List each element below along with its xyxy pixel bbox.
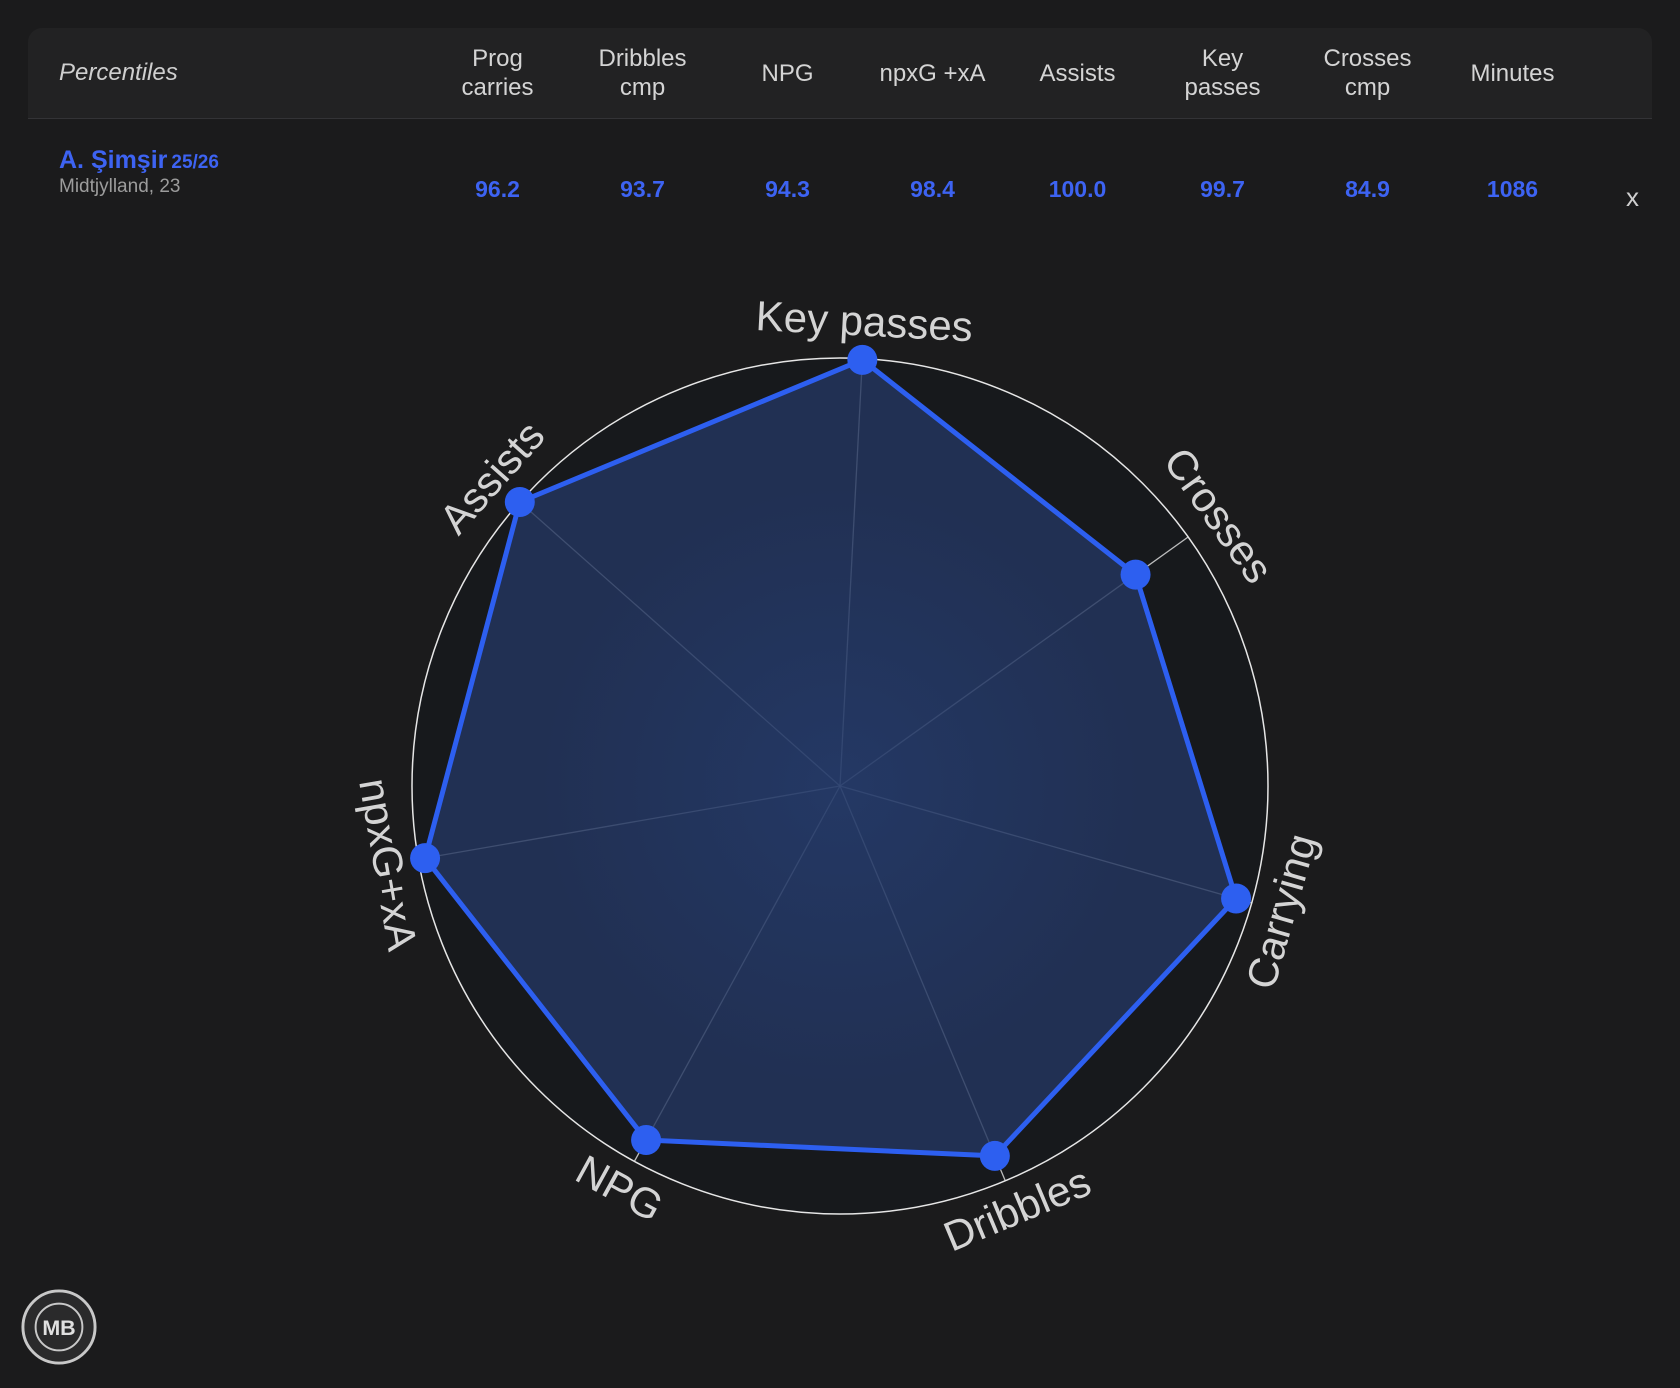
radar-point: [631, 1124, 662, 1155]
percentile-value: 96.2: [475, 176, 520, 202]
column-header-line: passes: [1184, 74, 1261, 101]
mb-badge-icon: MB: [21, 1289, 97, 1365]
column-header-line: Prog: [472, 45, 523, 72]
radar-inner-glow: [540, 486, 1140, 1086]
radar-point: [410, 843, 441, 874]
percentile-value: 1086: [1486, 176, 1539, 202]
column-header-line: carries: [461, 74, 534, 101]
percentile-value: 99.7: [1200, 176, 1245, 202]
percentiles-label: Percentiles: [59, 59, 178, 86]
remove-player-button[interactable]: x: [1626, 182, 1639, 212]
radar-axis-label: Key passes: [755, 292, 974, 350]
column-header[interactable]: Assists: [1005, 28, 1150, 118]
column-header[interactable]: Prog carries: [425, 28, 570, 118]
column-header-line: cmp: [1344, 74, 1391, 101]
column-header-line: Dribbles: [598, 45, 687, 72]
column-header[interactable]: Minutes: [1440, 28, 1585, 118]
column-header-line: npxG +xA: [879, 59, 986, 87]
column-header-line: Assists: [1039, 59, 1116, 87]
column-header[interactable]: Crosses cmp: [1295, 28, 1440, 118]
percentiles-table: Percentiles Prog carries Dribbles cmp NPG npx…: [28, 28, 1652, 212]
column-header-line: Crosses: [1323, 45, 1412, 72]
radar-point: [1120, 559, 1151, 590]
radar-point: [847, 344, 878, 375]
column-header-line: cmp: [619, 74, 666, 101]
table-header: Percentiles Prog carries Dribbles cmp NPG npx…: [28, 28, 1652, 119]
column-header-line: NPG: [761, 59, 814, 87]
percentile-value: 100.0: [1048, 176, 1107, 202]
percentile-value: 84.9: [1345, 176, 1390, 202]
player-name[interactable]: A. Şimşir: [59, 146, 168, 174]
radar-point: [504, 486, 535, 517]
percentile-value: 94.3: [765, 176, 810, 202]
percentile-value: 93.7: [620, 176, 665, 202]
column-header-line: Key: [1201, 45, 1244, 72]
radar-point: [1221, 883, 1252, 914]
player-cell[interactable]: A. Şimşir 25/26 Midtjylland, 23: [59, 146, 219, 198]
column-header[interactable]: npxG +xA: [860, 28, 1005, 118]
column-header[interactable]: Key passes: [1150, 28, 1295, 118]
radar-point: [979, 1140, 1010, 1171]
column-header[interactable]: Dribbles cmp: [570, 28, 715, 118]
logo-text: MB: [42, 1316, 75, 1340]
column-header[interactable]: NPG: [715, 28, 860, 118]
percentile-value: 98.4: [910, 176, 955, 202]
column-header-line: Minutes: [1470, 59, 1555, 87]
player-season: 25/26: [171, 152, 219, 173]
player-meta: Midtjylland, 23: [59, 176, 181, 197]
